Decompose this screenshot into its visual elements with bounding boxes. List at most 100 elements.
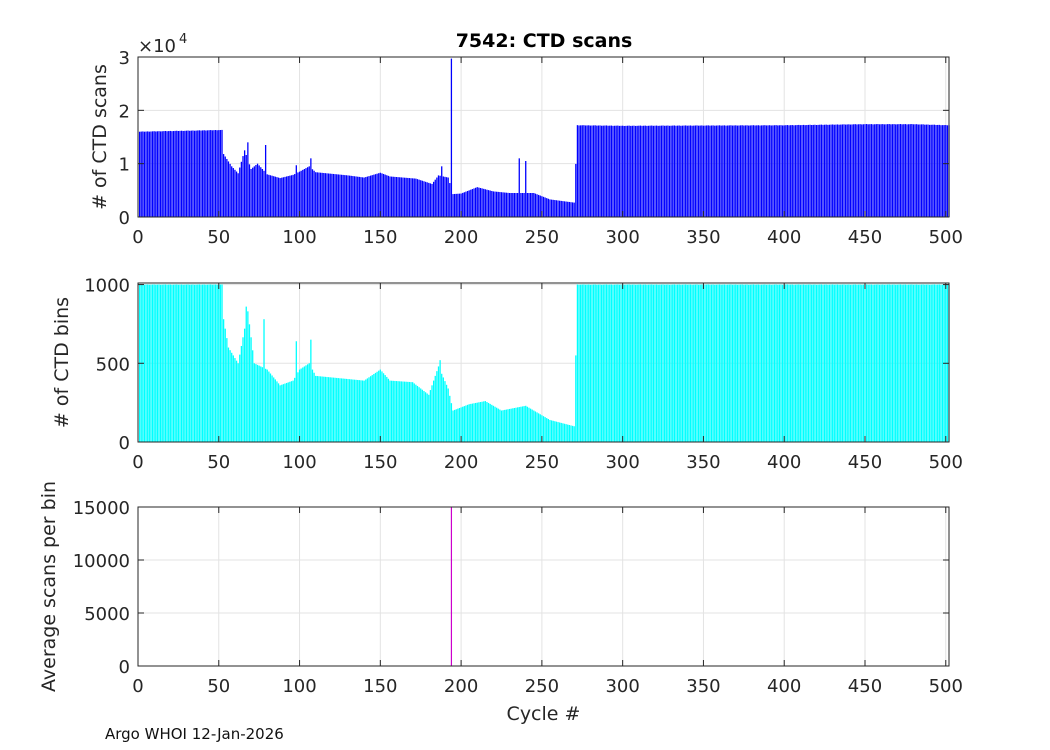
bar (848, 284, 850, 442)
bar (788, 125, 790, 217)
bar (195, 284, 197, 442)
bar (636, 284, 638, 442)
bar (804, 125, 806, 217)
bar (373, 373, 375, 442)
bar (298, 171, 301, 217)
y-multiplier-exponent: 4 (179, 32, 187, 47)
bar (725, 125, 727, 217)
bar (857, 284, 860, 442)
bar (444, 176, 446, 217)
bar (811, 125, 813, 217)
bar (355, 379, 357, 442)
bar (594, 125, 596, 217)
bar (751, 284, 753, 442)
bar (407, 177, 409, 217)
bar (394, 380, 396, 442)
bar (812, 284, 814, 442)
x-tick-label: 350 (686, 676, 720, 697)
bar (634, 125, 637, 217)
bar (210, 284, 212, 442)
bar (641, 125, 643, 217)
bar (415, 384, 417, 442)
bar (206, 284, 209, 442)
bar (836, 124, 839, 217)
bar (714, 284, 716, 442)
bar (239, 167, 241, 217)
bar (219, 130, 222, 217)
bar (672, 125, 674, 217)
bar (780, 284, 782, 442)
bar (229, 163, 231, 217)
bar (358, 176, 360, 217)
bar (762, 284, 764, 442)
bar (347, 379, 349, 442)
bar (292, 380, 294, 442)
bar (311, 169, 314, 217)
bar (819, 284, 821, 442)
bar (284, 383, 286, 442)
bar (835, 124, 837, 217)
bar (452, 410, 454, 442)
bar (854, 124, 856, 217)
y-tick-label: 15000 (73, 498, 130, 519)
bar (326, 376, 328, 442)
bar (636, 125, 638, 217)
bar (216, 130, 218, 217)
bar (933, 284, 936, 442)
bar (305, 168, 307, 217)
bar (895, 124, 897, 217)
bar (699, 284, 701, 442)
bar (581, 125, 583, 217)
bar (531, 193, 533, 217)
bar (822, 284, 824, 442)
bar (315, 375, 317, 442)
bar (704, 125, 706, 217)
bar (601, 125, 603, 217)
bar (378, 370, 380, 442)
bar (502, 192, 504, 217)
bar (791, 284, 793, 442)
bar (455, 409, 457, 442)
bar (874, 124, 876, 217)
bar (344, 378, 346, 442)
bar (906, 284, 908, 442)
bar (442, 377, 444, 442)
bar (276, 381, 278, 442)
bar (575, 163, 577, 217)
bar (342, 174, 344, 217)
bar (562, 201, 564, 217)
bar (491, 404, 493, 442)
x-tick-label: 500 (929, 452, 963, 473)
bar (715, 284, 718, 442)
x-tick-label: 250 (525, 676, 559, 697)
bar (447, 177, 449, 217)
bar (870, 284, 873, 442)
bar (470, 189, 472, 217)
bar (269, 373, 272, 442)
bar (940, 125, 942, 217)
bar (772, 125, 774, 217)
bar (620, 284, 622, 442)
bar (205, 130, 207, 217)
bar (655, 284, 658, 442)
y-axis-label: # of CTD bins (51, 297, 73, 428)
bar (555, 200, 558, 217)
bar (168, 131, 170, 217)
bar (657, 284, 659, 442)
bar (686, 125, 688, 217)
bar (484, 401, 486, 442)
bar (749, 125, 751, 217)
bar (400, 381, 402, 442)
bar (854, 284, 856, 442)
bar (633, 284, 635, 442)
bar (567, 201, 569, 217)
x-tick-label: 100 (282, 227, 316, 248)
bar (319, 376, 322, 442)
y-axis-label: Average scans per bin (38, 481, 60, 692)
bar (802, 284, 805, 442)
bar (796, 125, 798, 217)
bar (158, 131, 160, 217)
bar (793, 125, 795, 217)
bar (933, 124, 936, 217)
bar (685, 125, 687, 217)
